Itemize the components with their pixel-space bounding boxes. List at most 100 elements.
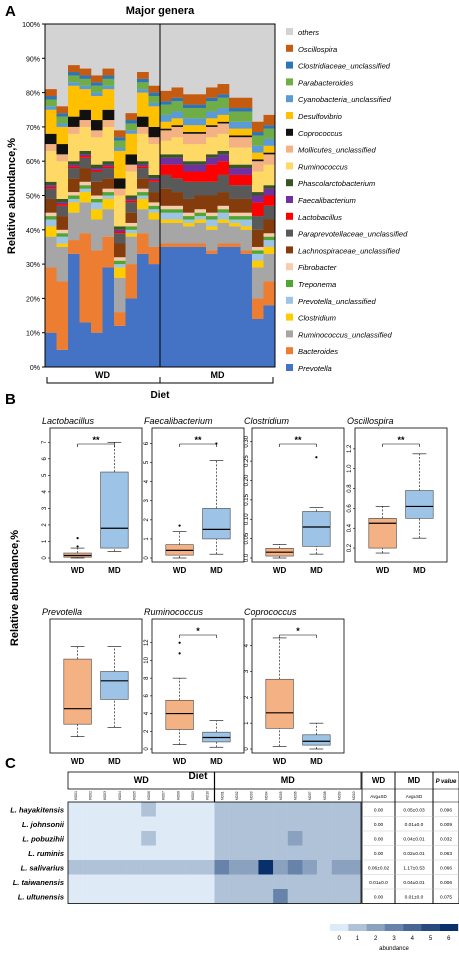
bar-segment	[148, 144, 161, 175]
bar-segment	[183, 226, 195, 244]
bar-segment	[68, 195, 80, 199]
outlier-point	[178, 524, 181, 527]
bar-segment	[217, 205, 230, 210]
bar-segment	[171, 219, 184, 223]
y-tick-label: 6	[144, 694, 150, 698]
bar-segment	[183, 108, 195, 119]
bar-segment	[137, 72, 149, 79]
heatmap-cell	[82, 889, 98, 904]
heatmap-cell	[185, 816, 201, 832]
bar-segment	[91, 168, 103, 170]
y-tick-label: 1	[42, 539, 48, 543]
y-tick-label: 2	[144, 518, 150, 522]
bar-segment	[56, 243, 69, 247]
bar-segment	[206, 219, 218, 227]
bar-segment	[114, 243, 126, 258]
bar-segment	[183, 164, 195, 172]
significance-marker: **	[397, 435, 405, 445]
bar-segment	[125, 120, 138, 124]
bar-segment	[68, 85, 80, 117]
significance-marker: *	[196, 626, 200, 636]
heatmap-cell	[214, 860, 230, 875]
bar-segment	[125, 195, 138, 199]
bar-segment	[183, 198, 195, 213]
bar-segment	[114, 264, 126, 268]
bar-segment	[137, 92, 149, 117]
bar-segment	[137, 195, 149, 199]
bar-segment	[252, 250, 264, 254]
bar-segment	[91, 169, 103, 172]
bar-segment	[160, 104, 172, 115]
bar-segment	[240, 137, 253, 148]
bar-segment	[45, 216, 57, 220]
heatmap-cell	[170, 845, 186, 861]
bar-segment	[45, 198, 57, 213]
colorbar-swatch	[384, 924, 404, 931]
x-tick-label: WD	[273, 757, 287, 766]
heatmap-cell	[331, 802, 347, 817]
legend-label: Fibrobacter	[298, 263, 337, 272]
boxplot-frame	[354, 427, 448, 563]
bar-segment	[171, 97, 184, 102]
bar-segment	[171, 243, 184, 247]
bar-segment	[56, 233, 69, 237]
bar-segment	[160, 209, 172, 213]
legend-label: Mollicutes_unclassified	[298, 146, 376, 155]
heatmap-cell	[199, 874, 215, 890]
heatmap-cell	[243, 816, 259, 832]
bar-segment	[252, 135, 264, 146]
heatmap-cell	[185, 874, 201, 890]
stats-cell: 1.17±0.53	[403, 865, 425, 871]
sample-label: MD01	[220, 791, 224, 800]
bar-segment	[114, 229, 126, 232]
bar-segment	[102, 198, 115, 210]
stats-header: MD	[408, 776, 421, 785]
legend-swatch	[286, 330, 293, 338]
x-tick-label: MD	[210, 757, 223, 766]
bar-segment	[217, 192, 230, 206]
row-label: L. ultunensis	[18, 892, 64, 901]
bar-segment	[45, 96, 57, 100]
y-tick-label: 50%	[26, 194, 40, 201]
bar-segment	[102, 178, 115, 189]
bar-segment	[125, 264, 138, 299]
legend-swatch	[286, 145, 293, 153]
colorbar-tick-label: 5	[429, 936, 433, 942]
bar-segment	[183, 243, 195, 247]
y-tick-label: 2	[42, 523, 48, 527]
sample-label: WD09	[191, 791, 195, 800]
y-tick-label: 0%	[30, 365, 40, 372]
bar-segment	[240, 147, 253, 165]
y-tick-label: 80%	[26, 91, 40, 98]
legend-label: others	[298, 28, 319, 37]
heatmap-cell	[68, 874, 83, 890]
bar-segment	[68, 161, 80, 165]
bar-segment	[217, 174, 230, 193]
bar-segment	[229, 212, 241, 217]
bar-segment	[45, 109, 57, 134]
stats-cell: 0.01±0.0	[405, 894, 424, 900]
heatmap-cell	[97, 845, 113, 861]
heatmap-cell	[243, 802, 259, 817]
bar-segment	[171, 154, 184, 158]
bar-segment	[171, 111, 184, 119]
bar-segment	[194, 243, 207, 247]
bar-segment	[56, 144, 69, 155]
heatmap-cell	[302, 860, 318, 875]
heatmap-cell	[141, 860, 157, 875]
bar-segment	[171, 87, 184, 98]
bar-segment	[114, 195, 126, 227]
heatmap-cell	[214, 816, 230, 832]
bar-segment	[114, 188, 126, 196]
legend-swatch	[286, 78, 293, 86]
bar-segment	[263, 195, 276, 206]
heatmap-cell	[273, 874, 288, 890]
heatmap-cell	[243, 845, 259, 861]
bar-segment	[206, 164, 218, 182]
bar-segment	[91, 181, 103, 196]
bar-segment	[68, 65, 80, 73]
bar-segment	[68, 240, 80, 254]
heatmap-cell	[170, 860, 186, 875]
bar-segment	[137, 209, 149, 234]
bar-segment	[56, 205, 69, 217]
